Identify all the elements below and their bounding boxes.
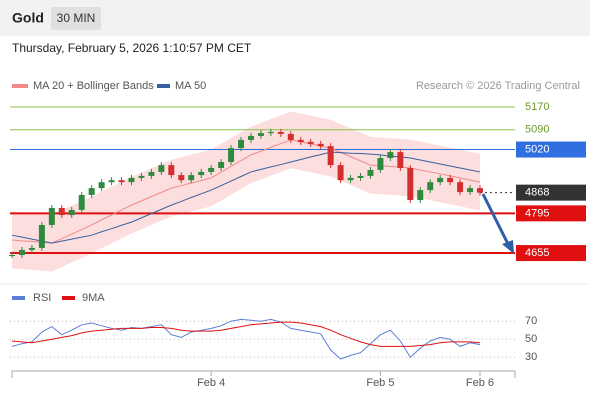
candle bbox=[447, 177, 454, 183]
y-tick-label: 70 bbox=[525, 315, 537, 327]
level-label-bg bbox=[516, 141, 586, 158]
candle bbox=[457, 182, 464, 193]
candle bbox=[437, 177, 444, 183]
level-label-bg bbox=[516, 205, 586, 222]
candle bbox=[307, 141, 314, 144]
timeframe[interactable]: 30 MIN bbox=[57, 11, 96, 25]
candle bbox=[9, 255, 15, 257]
candle bbox=[38, 224, 45, 248]
chart-title: Gold bbox=[12, 10, 44, 26]
legend-swatch bbox=[157, 84, 170, 88]
legend-swatch bbox=[12, 84, 28, 88]
candle bbox=[317, 143, 324, 147]
candle bbox=[48, 207, 55, 225]
candle bbox=[417, 190, 424, 201]
legend-label: MA 50 bbox=[175, 80, 206, 92]
candle bbox=[387, 152, 394, 159]
candle bbox=[407, 167, 414, 201]
candle bbox=[88, 188, 95, 195]
candle bbox=[138, 175, 145, 178]
y-tick-label: 30 bbox=[525, 351, 537, 363]
candle bbox=[337, 165, 344, 181]
candle bbox=[277, 131, 284, 134]
source: Research © 2026 Trading Central bbox=[416, 80, 580, 92]
x-tick-label: Feb 5 bbox=[366, 377, 394, 389]
level-label: 5090 bbox=[525, 124, 549, 136]
timeframe-badge[interactable] bbox=[51, 7, 101, 30]
candle bbox=[58, 207, 65, 216]
candle bbox=[327, 146, 334, 166]
candle bbox=[148, 171, 155, 176]
candle bbox=[98, 182, 105, 189]
y-tick-label: 50 bbox=[525, 333, 537, 345]
candle bbox=[427, 182, 434, 191]
legend-label: 9MA bbox=[82, 292, 105, 304]
candle bbox=[287, 133, 294, 140]
level-label: 4655 bbox=[525, 247, 549, 259]
candle bbox=[158, 165, 165, 172]
legend-label: MA 20 + Bollinger Bands bbox=[33, 80, 154, 92]
candle bbox=[108, 180, 115, 183]
legend-label: RSI bbox=[33, 292, 51, 304]
band-layer bbox=[12, 111, 480, 272]
candle bbox=[78, 194, 85, 210]
rsi-line bbox=[11, 318, 481, 360]
level-label-bg bbox=[516, 245, 586, 262]
legend-swatch bbox=[62, 296, 75, 300]
candle bbox=[228, 148, 235, 163]
candle bbox=[257, 133, 264, 136]
candle bbox=[377, 158, 384, 170]
candle bbox=[367, 169, 374, 176]
candle bbox=[208, 167, 215, 172]
x-tick-label: Feb 4 bbox=[197, 377, 225, 389]
legend-swatch bbox=[12, 296, 25, 300]
bollinger-band bbox=[12, 111, 480, 272]
candle bbox=[297, 139, 304, 142]
level-label: 4795 bbox=[525, 207, 549, 219]
candle bbox=[247, 135, 254, 140]
x-tick-label: Feb 6 bbox=[466, 377, 494, 389]
candle bbox=[18, 249, 25, 256]
candle bbox=[118, 180, 125, 183]
level-label-bg bbox=[516, 184, 586, 201]
candle bbox=[218, 162, 225, 168]
candle bbox=[188, 175, 195, 181]
candle bbox=[267, 131, 274, 134]
candle bbox=[178, 175, 185, 181]
candle bbox=[168, 165, 175, 176]
candle bbox=[28, 247, 35, 250]
level-label: 4868 bbox=[525, 187, 549, 199]
forecast-arrowhead bbox=[502, 240, 514, 254]
rsi-line bbox=[11, 321, 481, 347]
candle bbox=[68, 209, 75, 216]
candle bbox=[128, 177, 135, 183]
level-label: 5020 bbox=[525, 143, 549, 155]
candle bbox=[357, 175, 364, 178]
candle bbox=[397, 152, 404, 168]
subtitle: Thursday, February 5, 2026 1:10:57 PM CE… bbox=[12, 41, 252, 55]
candle bbox=[198, 171, 205, 176]
candle bbox=[347, 177, 354, 181]
forecast-arrow bbox=[481, 193, 510, 245]
candle bbox=[238, 139, 245, 149]
candle bbox=[467, 188, 474, 193]
level-label: 5170 bbox=[525, 101, 549, 113]
candle bbox=[477, 188, 483, 193]
plot-layer: 5170 5090 5020 4868 4795 4655 70 50 30 Feb 4 Feb 5… bbox=[9, 101, 586, 389]
